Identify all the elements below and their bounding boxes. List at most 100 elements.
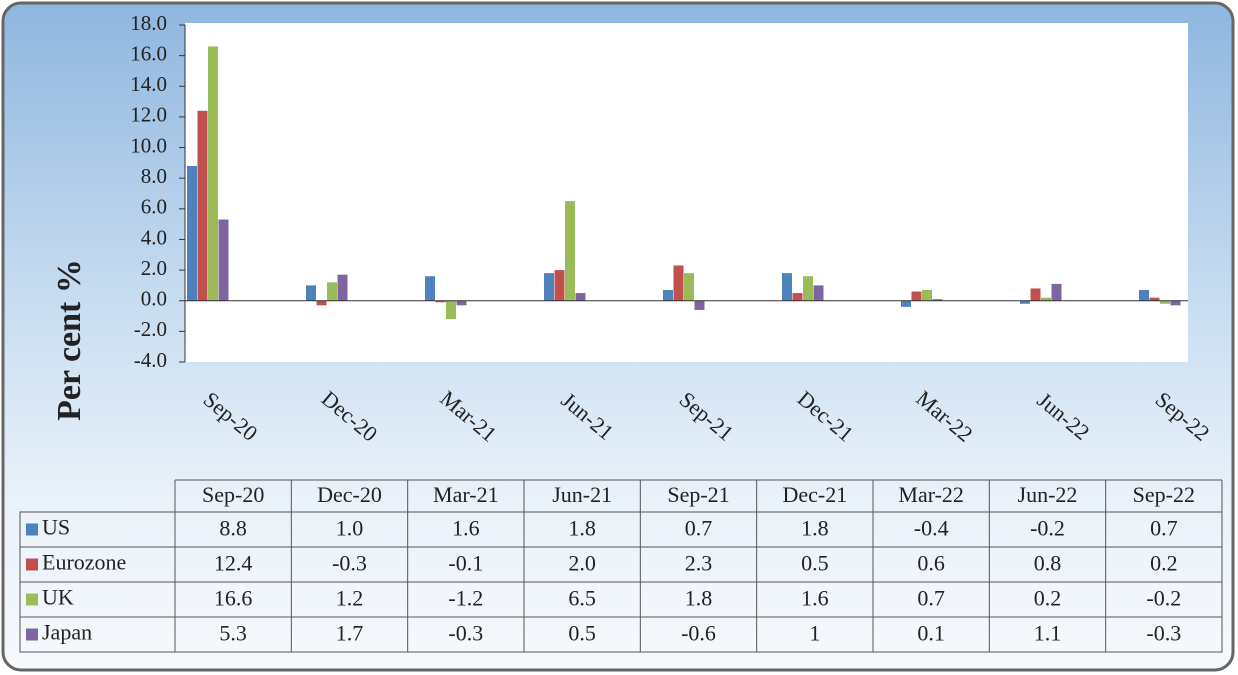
bar [1020,300,1030,304]
bar [456,300,467,306]
table-header: Jun-21 [552,482,612,507]
table-header: Sep-20 [202,482,264,507]
bar [901,300,911,307]
bar [684,273,694,301]
table-header: Mar-21 [433,482,499,507]
y-tick-label: -2.0 [134,317,167,341]
bar [1160,300,1170,304]
table-cell: 12.4 [214,551,253,576]
bar [1139,290,1149,301]
y-tick-label: -4.0 [134,348,167,372]
plot-area [185,23,1188,362]
table-cell: -1.2 [448,586,483,611]
table-cell: 0.2 [1034,586,1062,611]
table-cell: -0.3 [448,621,483,646]
table-header: Mar-22 [898,482,964,507]
bar [663,290,673,301]
table-header: Sep-21 [667,482,729,507]
table-cell: 0.5 [801,551,829,576]
table-cell: 16.6 [214,586,253,611]
table-cell: 0.2 [1150,551,1178,576]
table-cell: 2.0 [568,551,596,576]
y-tick-label: 8.0 [141,164,167,188]
bar [813,285,824,301]
table-cell: 1.6 [452,516,480,541]
bar [694,300,705,310]
table-cell: 1.8 [801,516,829,541]
y-tick-label: 6.0 [141,195,167,219]
bar [435,300,446,303]
table-cell: -0.3 [1146,621,1181,646]
bar [554,270,565,301]
table-header: Sep-22 [1133,482,1195,507]
table-header: Dec-20 [317,482,382,507]
y-tick-label: 10.0 [130,133,167,157]
table-cell: 0.1 [917,621,945,646]
bar [544,273,554,301]
table-cell: 1.0 [336,516,364,541]
table-cell: -0.1 [448,551,483,576]
bar [911,291,922,301]
table-cell: -0.2 [1146,586,1181,611]
table-cell: 2.3 [685,551,713,576]
table-cell: 1 [809,621,820,646]
legend-label: US [42,515,70,540]
table-cell: 1.6 [801,586,829,611]
bar [218,219,229,301]
y-tick-label: 12.0 [130,103,167,127]
bar [327,282,337,301]
table-cell: 5.3 [219,621,247,646]
bar [306,285,316,301]
table-cell: 0.5 [568,621,596,646]
bar [565,201,575,301]
table-cell: 0.6 [917,551,945,576]
bar [1041,297,1051,301]
bar [187,165,197,301]
legend-swatch [26,523,38,536]
table-cell: -0.2 [1030,516,1065,541]
legend-swatch [26,593,38,606]
y-tick-label: 16.0 [130,41,167,65]
bar [792,293,803,301]
bar [932,299,943,301]
table-cell: 0.8 [1034,551,1062,576]
legend-label: UK [42,585,74,610]
y-axis-label: Per cent % [51,259,88,421]
bar [316,300,327,306]
table-cell: 0.7 [685,516,713,541]
y-tick-label: 14.0 [130,72,167,96]
table-cell: 1.8 [685,586,713,611]
table-cell: -0.6 [681,621,716,646]
bar [1149,297,1160,301]
table-cell: -0.3 [332,551,367,576]
table-cell: 1.7 [336,621,364,646]
y-tick-label: 4.0 [141,225,167,249]
bar [337,274,348,301]
table-cell: 6.5 [568,586,596,611]
table-cell: 0.7 [917,586,945,611]
bar [673,265,684,301]
table-cell: 0.7 [1150,516,1178,541]
y-tick-label: 18.0 [130,11,167,35]
bar [922,290,932,301]
y-tick-label: 2.0 [141,256,167,280]
bar [1030,288,1041,301]
table-cell: -0.4 [914,516,949,541]
table-cell: 8.8 [219,516,247,541]
legend-label: Eurozone [42,550,126,575]
table-cell: 1.1 [1034,621,1062,646]
bar [197,110,208,301]
bar [1170,300,1181,306]
bar [575,293,586,301]
legend-swatch [26,628,38,641]
bar [1051,283,1062,301]
legend-swatch [26,558,38,571]
y-tick-label: 0.0 [141,287,167,311]
bar [446,300,456,320]
bar [782,273,792,301]
table-header: Jun-22 [1018,482,1078,507]
bar [208,46,218,301]
table-cell: 1.8 [568,516,596,541]
table-header: Dec-21 [782,482,847,507]
